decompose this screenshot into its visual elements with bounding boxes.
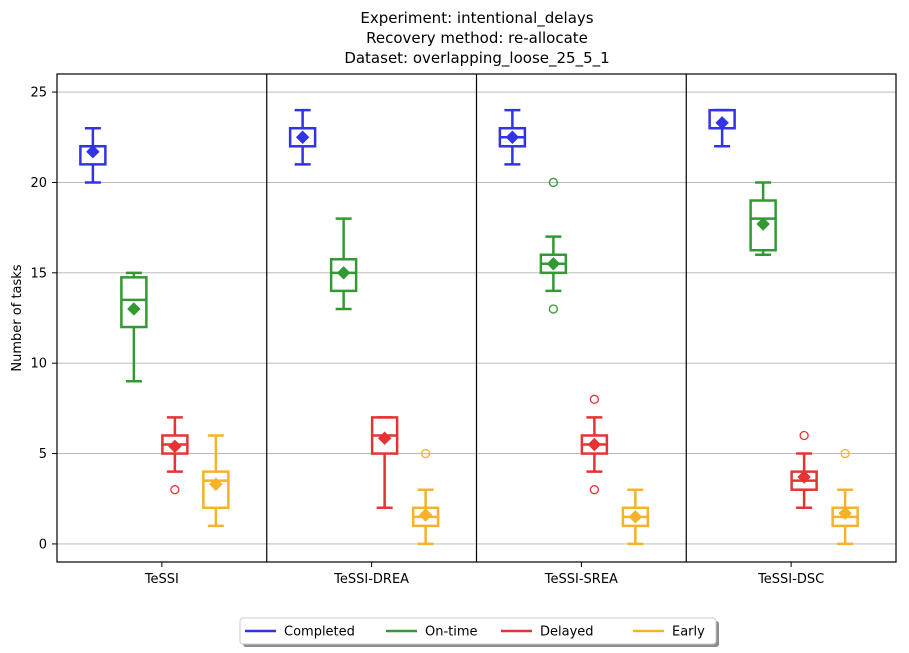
y-axis: 0 5 10 15 20 25 Number of tasks — [10, 86, 57, 552]
box-delayed-tessi — [161, 416, 189, 495]
y-tick-label: 25 — [30, 86, 47, 101]
outlier-point — [548, 177, 559, 188]
y-tick-label: 5 — [39, 447, 47, 462]
mean-marker — [209, 477, 223, 491]
x-axis: TeSSI TeSSI-DREA TeSSI-SREA TeSSI-DSC — [144, 562, 824, 587]
box-completed-tessi-dsc — [708, 108, 736, 148]
outlier-point — [589, 485, 600, 495]
outlier-point — [548, 304, 559, 314]
mean-marker — [505, 130, 520, 144]
outlier-point — [589, 394, 600, 404]
outlier-point — [420, 448, 431, 459]
mean-marker — [336, 266, 351, 280]
y-tick-label: 20 — [30, 176, 47, 191]
box-on-time-tessi-drea — [329, 217, 358, 311]
box-body — [749, 199, 777, 252]
mean-marker — [587, 437, 602, 452]
legend-label: Completed — [284, 625, 355, 640]
title-line: Recovery method: re-allocate — [366, 29, 588, 47]
title-line: Dataset: overlapping_loose_25_5_1 — [344, 49, 609, 68]
box-completed-tessi-srea — [498, 108, 527, 166]
mean-marker — [628, 510, 643, 524]
x-tick-label: TeSSI — [144, 572, 179, 587]
legend-label: Delayed — [540, 625, 594, 640]
box-body — [120, 276, 148, 329]
mean-marker — [797, 470, 811, 484]
box-delayed-tessi-dsc — [790, 430, 818, 510]
box-on-time-tessi — [120, 271, 148, 383]
y-axis-label: Number of tasks — [10, 264, 25, 371]
legend-box — [239, 617, 717, 645]
x-tick-label: TeSSI-DSC — [757, 572, 824, 587]
y-tick-label: 10 — [30, 357, 47, 372]
box-completed-tessi — [79, 126, 107, 184]
mean-marker — [756, 217, 770, 231]
box-delayed-tessi-srea — [580, 394, 609, 495]
mean-marker — [295, 130, 310, 144]
mean-marker — [377, 431, 392, 445]
box-body — [329, 258, 358, 293]
legend-label: On-time — [425, 625, 478, 640]
box-on-time-tessi-dsc — [749, 181, 777, 256]
box-early-tessi — [202, 434, 230, 528]
box-early-tessi-dsc — [831, 448, 859, 546]
mean-marker — [127, 302, 141, 316]
mean-marker — [546, 257, 561, 271]
box-completed-tessi-drea — [288, 108, 317, 166]
outlier-point — [840, 448, 850, 459]
y-tick-label: 15 — [30, 266, 47, 281]
outlier-point — [170, 485, 180, 495]
box-delayed-tessi-drea — [370, 416, 399, 510]
plot-frame — [56, 73, 897, 563]
box-body — [202, 470, 230, 510]
box-early-tessi-drea — [411, 448, 440, 546]
x-tick-label: TeSSI-SREA — [544, 572, 618, 587]
box-plots — [79, 108, 859, 546]
mean-marker — [168, 439, 182, 454]
outlier-point — [799, 430, 809, 441]
box-early-tessi-srea — [621, 488, 650, 546]
title-line: Experiment: intentional_delays — [360, 9, 593, 28]
legend-label: Early — [672, 625, 705, 640]
mean-marker — [86, 145, 100, 159]
mean-marker — [418, 508, 433, 522]
mean-marker — [838, 506, 852, 520]
y-tick-label: 0 — [39, 537, 47, 552]
x-tick-label: TeSSI-DREA — [333, 572, 409, 587]
mean-marker — [715, 116, 729, 130]
legend: Completed On-time Delayed Early — [239, 617, 719, 647]
box-on-time-tessi-srea — [539, 177, 568, 314]
